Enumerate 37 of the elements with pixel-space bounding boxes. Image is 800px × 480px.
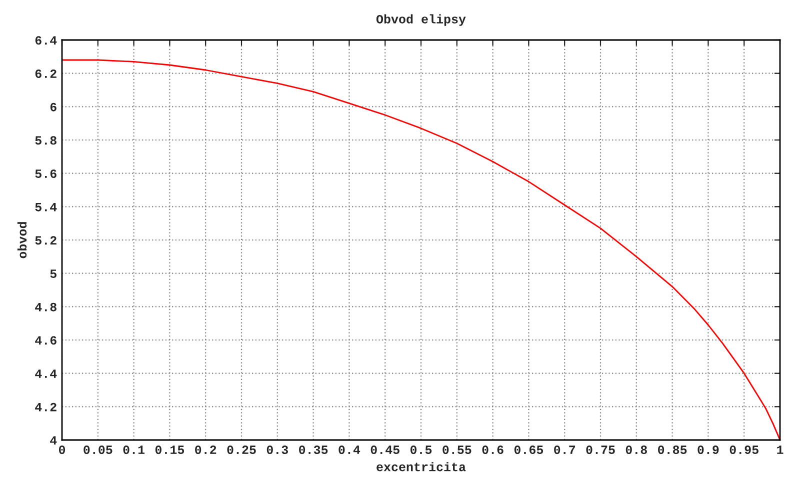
chart-title: Obvod elipsy [376,14,466,26]
y-tick-label: 6.4 [35,36,57,45]
x-tick-label: 0 [58,446,66,454]
x-tick-label: 0.9 [698,446,719,454]
x-tick-label: 0.05 [84,446,112,454]
y-tick-label: 4.8 [35,302,56,312]
y-tick-label: 4.2 [35,402,56,412]
x-axis-title: excentricita [376,462,466,472]
x-tick-label: 0.35 [299,446,328,454]
y-tick-label: 6 [50,102,56,112]
y-tick-label: 4.6 [35,336,56,345]
x-tick-label: 0.65 [514,446,544,454]
x-tick-label: 0.75 [586,446,615,454]
x-tick-label: 0.8 [626,446,647,454]
x-tick-label: 0.1 [123,446,145,454]
y-tick-label: 5.4 [35,202,57,212]
x-tick-label: 0.15 [155,446,184,454]
y-axis-title: obvod [17,222,27,258]
y-tick-label: 5 [50,270,56,278]
x-tick-label: 0.45 [370,446,400,454]
x-tick-label: 0.7 [554,446,576,454]
y-tick-label: 5.8 [35,136,56,145]
x-tick-label: 1 [777,446,784,454]
x-tick-label: 0.95 [730,446,758,454]
x-tick-label: 0.3 [266,446,288,454]
y-tick-label: 5.2 [35,236,56,245]
y-tick-label: 4 [50,436,57,445]
x-tick-label: 0.55 [442,446,472,454]
x-tick-label: 0.4 [338,446,360,454]
y-tick-label: 5.6 [35,170,56,178]
x-tick-label: 0.2 [195,446,216,454]
x-tick-label: 0.5 [410,446,432,454]
y-tick-label: 4.4 [35,370,57,378]
x-tick-label: 0.6 [482,446,504,454]
y-tick-label: 6.2 [35,70,56,78]
x-tick-label: 0.85 [658,446,687,454]
x-tick-label: 0.25 [227,446,256,454]
